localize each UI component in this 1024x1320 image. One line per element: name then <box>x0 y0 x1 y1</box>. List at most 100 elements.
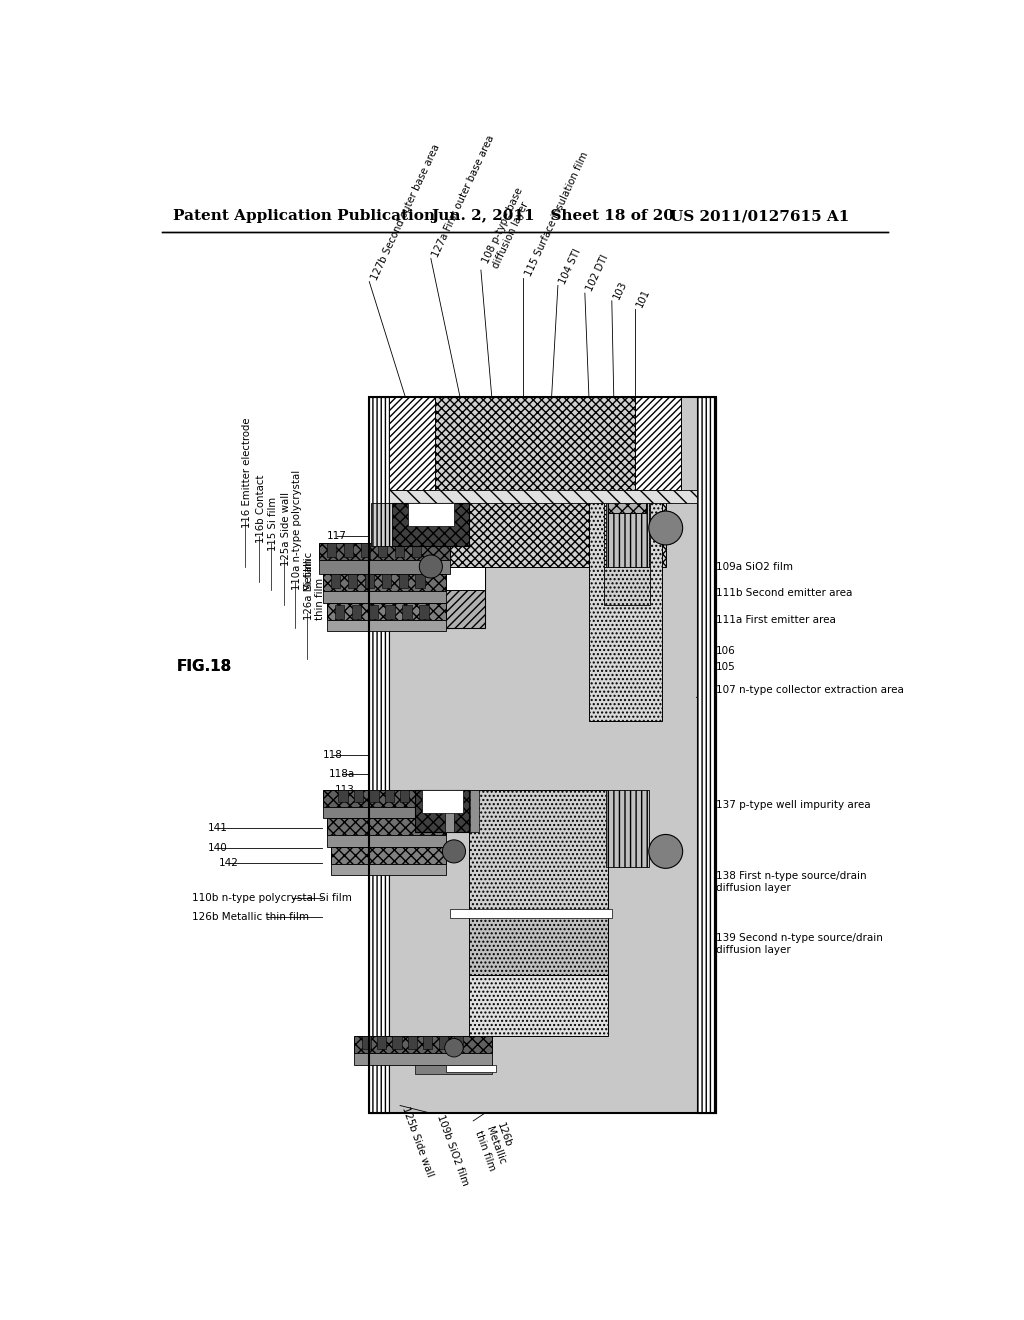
Circle shape <box>419 554 442 578</box>
Text: 118: 118 <box>323 750 343 760</box>
Text: Jun. 2, 2011   Sheet 18 of 20: Jun. 2, 2011 Sheet 18 of 20 <box>431 209 674 223</box>
Text: 116a: 116a <box>331 607 357 618</box>
Bar <box>327 603 446 619</box>
Bar <box>446 1065 497 1072</box>
Bar <box>423 1036 432 1048</box>
Bar <box>398 574 408 589</box>
Text: 109b SiO2 film: 109b SiO2 film <box>435 1113 470 1187</box>
Bar <box>608 490 646 512</box>
Text: 116 Emitter electrode: 116 Emitter electrode <box>243 417 252 528</box>
Text: 126a Metallic
thin film: 126a Metallic thin film <box>304 552 326 620</box>
Bar <box>470 789 479 832</box>
Text: FIG.18: FIG.18 <box>177 659 232 675</box>
Bar <box>323 807 446 818</box>
Bar <box>408 503 454 527</box>
Text: 139 Second n-type source/drain
diffusion layer: 139 Second n-type source/drain diffusion… <box>716 933 883 954</box>
Bar <box>604 566 650 605</box>
Circle shape <box>442 840 466 863</box>
Text: 101: 101 <box>635 286 652 309</box>
Bar <box>327 619 446 631</box>
Text: 142: 142 <box>219 858 239 869</box>
Bar <box>416 789 469 832</box>
Text: 116b Contact: 116b Contact <box>256 475 266 544</box>
Bar <box>402 605 412 619</box>
Text: 103: 103 <box>611 280 629 301</box>
Bar <box>412 544 421 557</box>
Bar <box>469 789 608 913</box>
Bar <box>423 459 484 590</box>
Text: 109a SiO2 film: 109a SiO2 film <box>716 561 793 572</box>
Bar <box>606 789 649 867</box>
Text: 126b Metallic thin film: 126b Metallic thin film <box>193 912 309 921</box>
Text: 125a Side wall: 125a Side wall <box>281 492 291 566</box>
Text: 107 n-type collector extraction area: 107 n-type collector extraction area <box>716 685 903 694</box>
Circle shape <box>444 1039 463 1057</box>
Text: 106: 106 <box>716 647 735 656</box>
Bar <box>323 574 446 591</box>
Bar <box>392 503 469 545</box>
Bar <box>370 397 716 1113</box>
Bar <box>394 544 403 557</box>
Bar <box>589 490 662 721</box>
Bar <box>382 574 391 589</box>
Bar <box>604 490 650 566</box>
Text: 104 STI: 104 STI <box>558 247 583 285</box>
Bar <box>408 1036 417 1048</box>
Bar <box>469 974 608 1036</box>
Bar <box>361 1036 371 1048</box>
Text: 111b Second emitter area: 111b Second emitter area <box>716 589 852 598</box>
Bar <box>444 789 454 832</box>
Bar <box>369 605 378 619</box>
Bar <box>377 1036 386 1048</box>
Bar <box>360 544 370 557</box>
Bar <box>392 397 666 566</box>
Text: 110a n-type polycrystal
Si film: 110a n-type polycrystal Si film <box>292 470 314 590</box>
Bar <box>378 544 387 557</box>
Bar <box>388 490 696 503</box>
Bar <box>370 397 484 628</box>
Text: US 2011/0127615 A1: US 2011/0127615 A1 <box>670 209 849 223</box>
Text: 125b Side wall: 125b Side wall <box>400 1106 435 1179</box>
Bar <box>454 1036 463 1048</box>
Text: FIG.18: FIG.18 <box>177 659 232 675</box>
Text: 117a: 117a <box>331 550 357 560</box>
Bar <box>385 789 394 803</box>
Text: 137 p-type well impurity area: 137 p-type well impurity area <box>716 800 870 810</box>
Bar <box>354 789 364 803</box>
Bar <box>370 789 379 803</box>
Bar <box>339 789 348 803</box>
Bar <box>327 544 336 557</box>
Bar <box>365 574 374 589</box>
Bar <box>392 1036 401 1048</box>
Circle shape <box>649 834 683 869</box>
Text: 110b n-type polycrystal Si film: 110b n-type polycrystal Si film <box>193 892 352 903</box>
Text: 117: 117 <box>327 531 347 541</box>
Bar <box>319 544 451 561</box>
Bar <box>335 605 344 619</box>
Bar <box>323 789 446 807</box>
Text: 111a First emitter area: 111a First emitter area <box>716 615 836 626</box>
Bar <box>635 397 681 490</box>
Text: 118a: 118a <box>330 770 355 779</box>
Text: 113: 113 <box>335 785 354 795</box>
Bar <box>451 909 611 919</box>
Bar <box>419 605 429 619</box>
Bar <box>388 397 435 490</box>
Text: Patent Application Publication: Patent Application Publication <box>173 209 435 223</box>
Bar <box>348 574 357 589</box>
Bar <box>344 544 353 557</box>
Bar <box>354 1053 493 1065</box>
Text: 141: 141 <box>208 824 227 833</box>
Bar <box>331 574 340 589</box>
Bar <box>327 836 446 847</box>
Bar <box>469 913 608 974</box>
Bar <box>351 605 360 619</box>
Bar <box>370 397 716 1113</box>
Bar <box>370 397 388 1113</box>
Bar <box>385 605 394 619</box>
Bar <box>416 789 425 803</box>
Bar <box>354 1036 493 1053</box>
Bar <box>331 847 446 863</box>
Text: 105: 105 <box>716 661 735 672</box>
Bar <box>323 591 446 603</box>
